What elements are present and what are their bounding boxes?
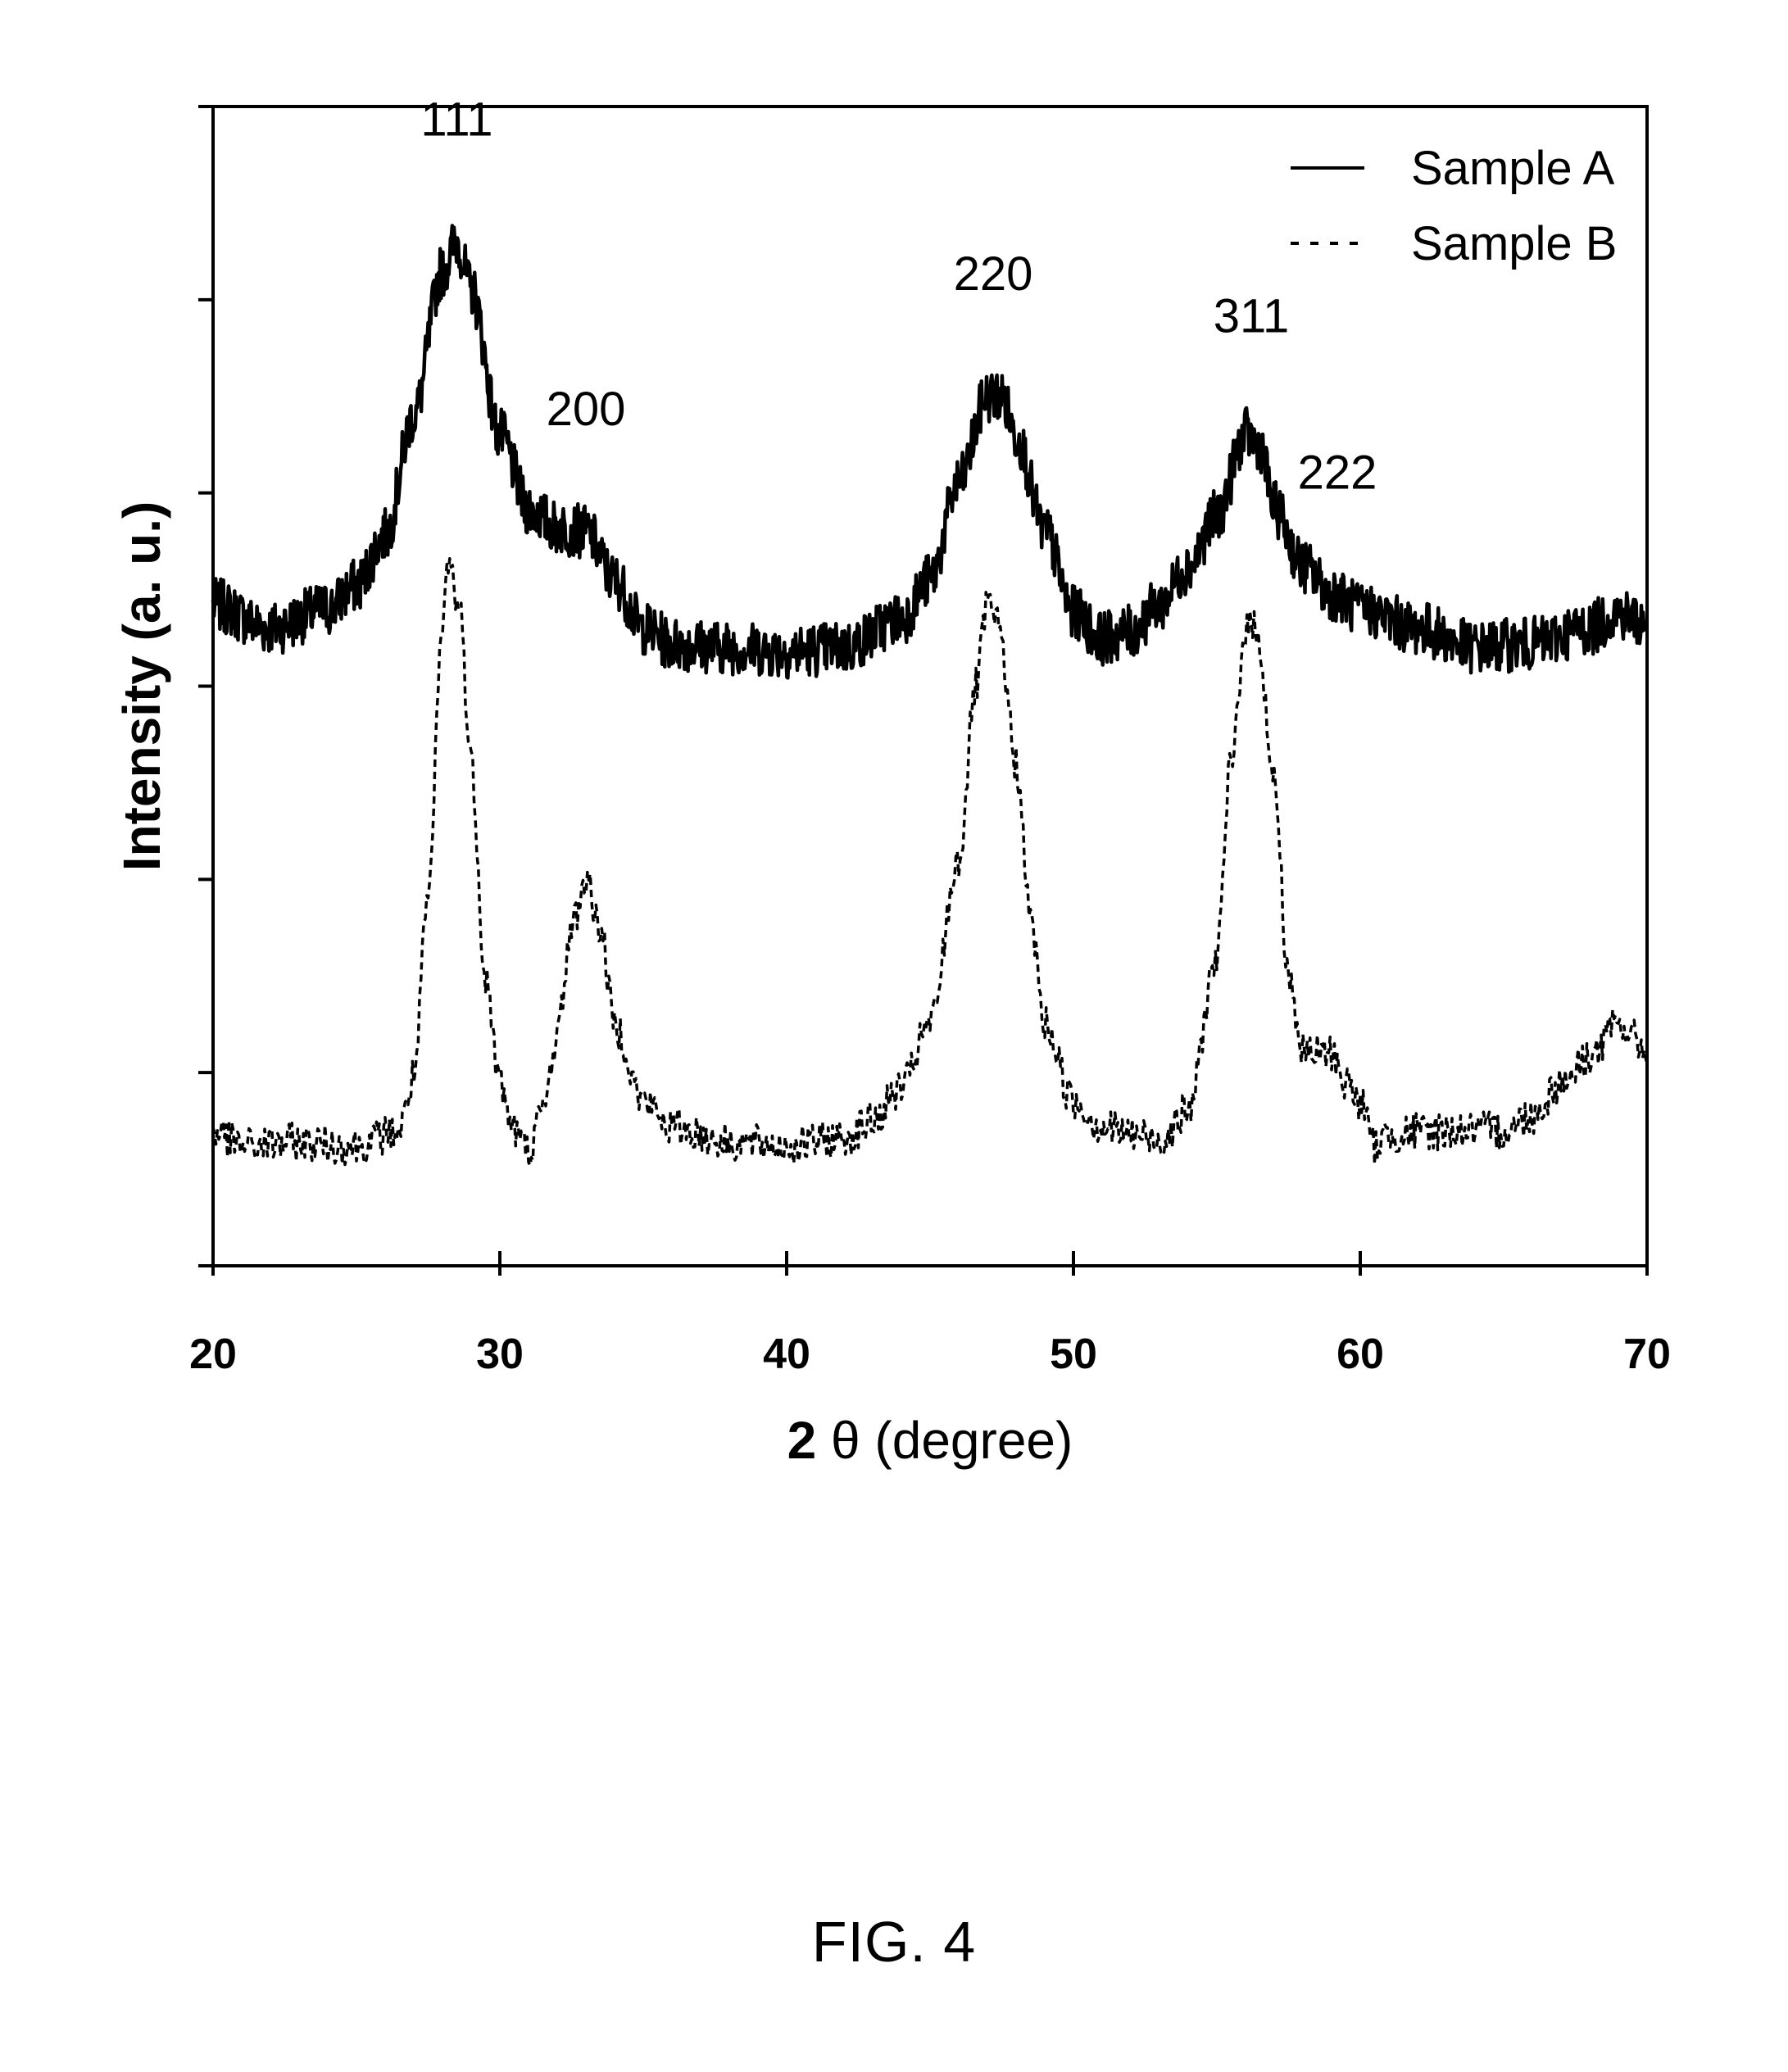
y-axis-title: Intensity (a. u.) xyxy=(112,501,171,872)
x-tick-label-70: 70 xyxy=(1623,1331,1671,1378)
xrd-chart: 20 30 40 50 60 70 111 200 220 311 222 Sample A Sa… xyxy=(0,0,1788,1802)
plot-frame xyxy=(213,107,1647,1266)
peak-label-220: 220 xyxy=(954,247,1033,301)
figure-caption: FIG. 4 xyxy=(0,1909,1788,1975)
series-layer xyxy=(213,226,1647,1166)
peak-label-111: 111 xyxy=(420,93,492,146)
x-axis-title-rest: θ (degree) xyxy=(816,1411,1073,1470)
x-axis-title-prefix: 2 xyxy=(787,1411,817,1470)
series-line-sample-a xyxy=(213,226,1646,678)
x-tick-label-50: 50 xyxy=(1050,1331,1097,1378)
peak-label-222: 222 xyxy=(1298,447,1377,500)
x-tick-label-40: 40 xyxy=(763,1331,810,1378)
legend: Sample A Sample B xyxy=(1291,142,1617,270)
legend-label-sample-b: Sample B xyxy=(1411,217,1617,270)
x-tick-label-60: 60 xyxy=(1336,1331,1384,1378)
legend-label-sample-a: Sample A xyxy=(1411,142,1615,195)
peak-label-200: 200 xyxy=(547,383,626,436)
x-axis-title: 2 θ (degree) xyxy=(787,1411,1073,1470)
x-tick-label-30: 30 xyxy=(476,1331,524,1378)
ticks-layer: 20 30 40 50 60 70 xyxy=(189,107,1671,1378)
plot-border xyxy=(213,107,1647,1266)
peak-label-311: 311 xyxy=(1214,289,1289,342)
peak-labels: 111 200 220 311 222 xyxy=(420,93,1377,499)
x-tick-label-20: 20 xyxy=(189,1331,237,1378)
